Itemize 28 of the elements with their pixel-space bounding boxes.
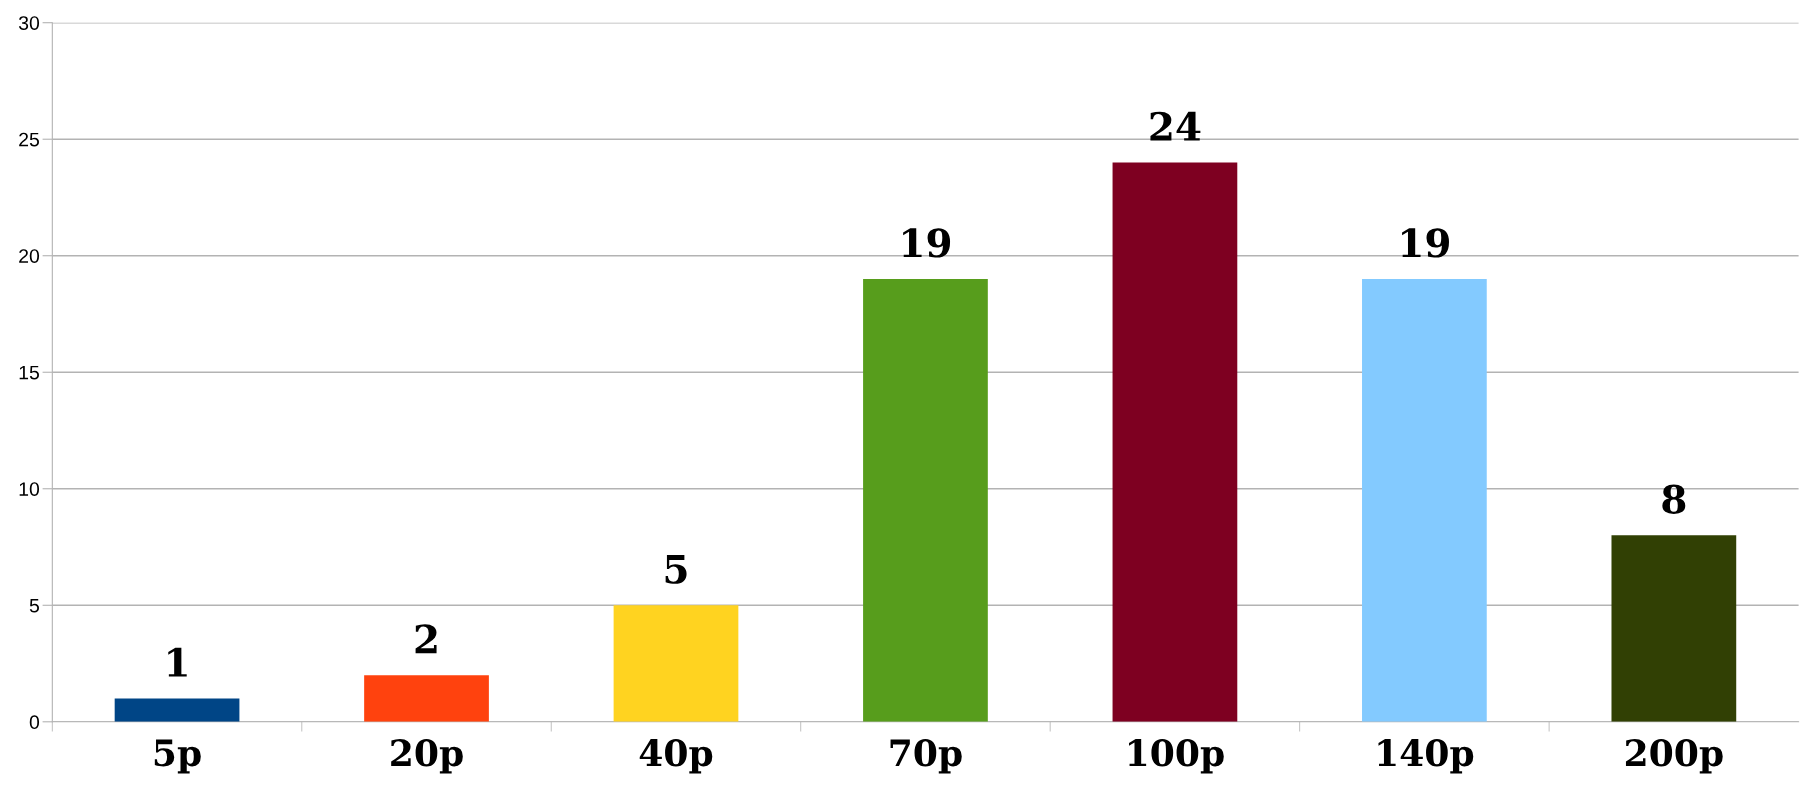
y-tick-label: 10 xyxy=(19,482,40,496)
bar xyxy=(1611,535,1737,722)
x-tick-label: 40p xyxy=(639,739,713,774)
data-label: 8 xyxy=(1662,484,1686,514)
bar xyxy=(1112,162,1238,722)
data-label: 19 xyxy=(903,228,951,258)
x-tick-label: 70p xyxy=(890,739,962,774)
y-tick-label: 15 xyxy=(19,365,39,380)
data-label: 1 xyxy=(168,647,187,677)
data-label: 2 xyxy=(415,624,437,654)
bar xyxy=(114,698,240,722)
data-label: 5 xyxy=(665,554,687,584)
data-label: 19 xyxy=(1402,228,1449,258)
x-tick-label: 5p xyxy=(154,739,201,774)
y-tick-label: 5 xyxy=(29,598,39,613)
bar xyxy=(863,279,988,722)
bar xyxy=(1362,279,1487,722)
x-tick-label: 100p xyxy=(1129,739,1224,774)
bar xyxy=(364,675,489,722)
y-tick-label: 30 xyxy=(18,16,40,30)
data-label: 24 xyxy=(1150,111,1201,141)
y-tick-label: 0 xyxy=(29,715,40,730)
x-tick-label: 20p xyxy=(391,739,463,774)
x-tick-label: 200p xyxy=(1625,739,1723,774)
y-tick-label: 20 xyxy=(19,249,40,263)
x-tick-label: 140p xyxy=(1378,739,1474,774)
bar xyxy=(613,605,739,722)
y-tick-label: 25 xyxy=(19,132,39,147)
